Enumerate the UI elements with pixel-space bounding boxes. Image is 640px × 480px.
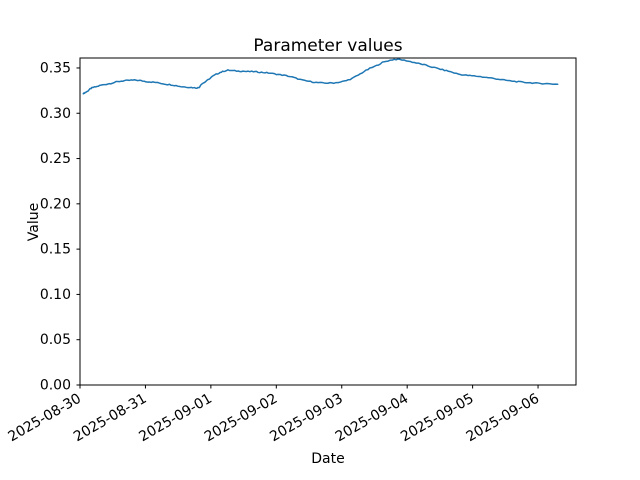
y-tick-label: 0.05: [40, 332, 71, 348]
y-tick-label: 0.00: [40, 378, 71, 394]
y-tick-label: 0.30: [40, 106, 71, 122]
x-tick-label: 2025-09-06: [464, 391, 543, 446]
data-series: [82, 58, 559, 95]
plot-border: [79, 57, 577, 386]
chart-title: Parameter values: [253, 36, 402, 56]
x-tick-label: 2025-09-03: [267, 391, 345, 446]
x-tick-label: 2025-09-02: [202, 391, 280, 446]
y-tick-label: 0.35: [40, 60, 71, 76]
y-tick-label: 0.20: [40, 196, 71, 212]
y-axis-ticks: 0.00 0.05 0.10 0.15 0.20 0.25 0.30 0.35: [40, 60, 80, 394]
x-axis-ticks: 2025-08-302025-08-312025-09-012025-09-02…: [6, 385, 543, 446]
y-tick-label: 0.15: [40, 242, 71, 258]
y-axis-label: Value: [26, 203, 42, 241]
x-tick-label: 2025-09-04: [333, 391, 412, 446]
x-tick-label: 2025-08-31: [71, 391, 149, 446]
x-axis-label: Date: [311, 451, 344, 467]
x-tick-label: 2025-09-05: [398, 391, 476, 446]
x-tick-label: 2025-09-01: [136, 391, 214, 446]
y-tick-label: 0.25: [40, 151, 71, 167]
data-line-parameter-values: [82, 58, 559, 95]
y-tick-label: 0.10: [40, 287, 71, 303]
x-tick-label: 2025-08-30: [6, 391, 84, 446]
